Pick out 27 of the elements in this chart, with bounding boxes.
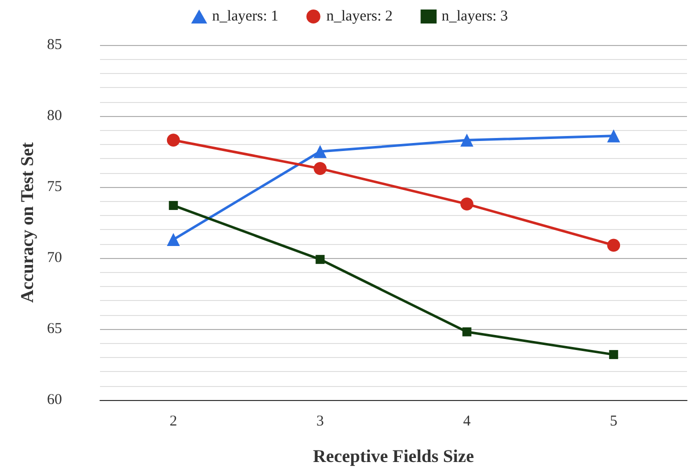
point xyxy=(168,200,178,210)
point xyxy=(460,134,474,147)
point xyxy=(609,350,618,360)
y-tick-label: 75 xyxy=(47,179,62,195)
y-tick-label: 65 xyxy=(47,321,62,337)
point xyxy=(316,254,325,264)
legend-label: n_layers: 1 xyxy=(212,8,278,24)
x-tick-label: 3 xyxy=(316,414,324,430)
point xyxy=(314,162,327,176)
y-tick-label: 60 xyxy=(47,392,62,408)
point xyxy=(166,134,180,147)
x-tick-label: 4 xyxy=(463,414,472,430)
y-tick-label: 85 xyxy=(47,37,62,53)
legend-label: n_layers: 2 xyxy=(326,8,393,24)
point xyxy=(607,129,620,142)
point xyxy=(166,233,180,246)
legend-label: n_layers: 3 xyxy=(442,8,508,24)
y-axis-title: Accuracy on Test Set xyxy=(17,142,38,303)
x-axis-title: Receptive Fields Size xyxy=(313,446,474,466)
x-tick-label: 5 xyxy=(610,414,618,430)
x-tick-label: 2 xyxy=(170,414,178,430)
y-tick-label: 70 xyxy=(47,250,62,266)
point xyxy=(607,238,620,252)
point xyxy=(462,327,472,336)
point xyxy=(314,145,327,158)
point xyxy=(460,198,474,211)
y-tick-label: 80 xyxy=(47,108,62,124)
